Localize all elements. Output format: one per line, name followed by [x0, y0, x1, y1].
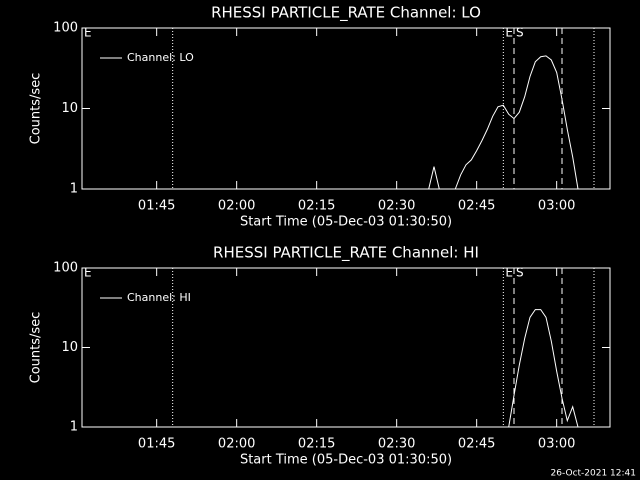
data-line — [428, 55, 579, 190]
data-line — [508, 309, 579, 428]
y-axis-label: Counts/sec — [29, 312, 44, 384]
x-tick-label: 02:30 — [378, 437, 415, 452]
event-label: S — [516, 26, 524, 40]
event-label: E — [505, 266, 513, 280]
x-tick-label: 02:00 — [218, 199, 255, 214]
event-label: E — [505, 26, 513, 40]
legend-label: Channel: LO — [127, 51, 194, 64]
timestamp: 26-Oct-2021 12:41 — [551, 469, 636, 479]
event-label: E — [84, 26, 92, 40]
x-tick-label: 01:45 — [138, 199, 175, 214]
y-tick-label: 1 — [70, 182, 78, 197]
y-tick-label: 100 — [53, 21, 78, 36]
chart-title: RHESSI PARTICLE_RATE Channel: HI — [213, 244, 479, 263]
x-tick-label: 02:00 — [218, 437, 255, 452]
y-tick-label: 10 — [61, 101, 78, 116]
legend-label: Channel: HI — [127, 291, 191, 304]
x-tick-label: 02:15 — [298, 437, 335, 452]
x-axis-label: Start Time (05-Dec-03 01:30:50) — [240, 453, 452, 468]
x-tick-label: 02:45 — [458, 199, 495, 214]
x-tick-label: 02:45 — [458, 437, 495, 452]
x-tick-label: 01:45 — [138, 437, 175, 452]
y-axis-label: Counts/sec — [29, 73, 44, 145]
event-label: E — [84, 266, 92, 280]
y-tick-label: 1 — [70, 420, 78, 435]
y-tick-label: 10 — [61, 340, 78, 355]
x-tick-label: 02:15 — [298, 199, 335, 214]
chart-title: RHESSI PARTICLE_RATE Channel: LO — [211, 4, 481, 23]
event-label: S — [516, 266, 524, 280]
y-tick-label: 100 — [53, 261, 78, 276]
x-tick-label: 02:30 — [378, 199, 415, 214]
x-tick-label: 03:00 — [538, 199, 575, 214]
x-tick-label: 03:00 — [538, 437, 575, 452]
x-axis-label: Start Time (05-Dec-03 01:30:50) — [240, 215, 452, 230]
